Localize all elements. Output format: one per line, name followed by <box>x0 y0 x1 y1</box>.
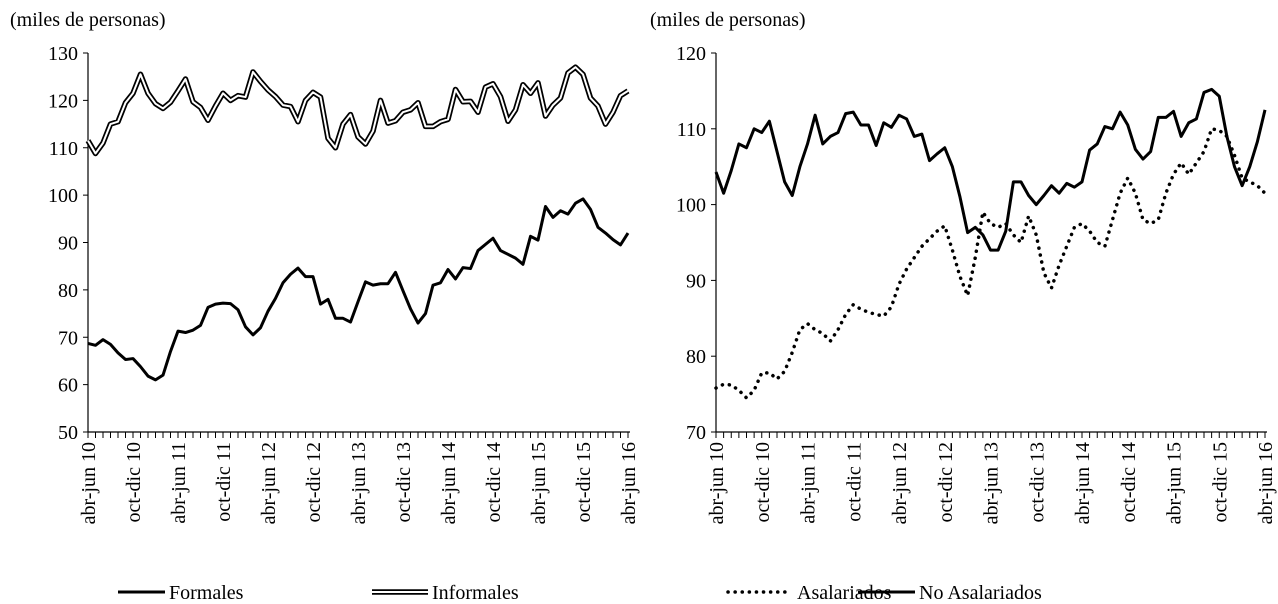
series-line <box>714 87 1267 252</box>
x-tick-label: abr-jun 12 <box>258 442 280 524</box>
y-tick-label: 80 <box>58 280 78 302</box>
legend-label: No Asalariados <box>919 582 1042 604</box>
x-tick-label: oct-dic 13 <box>393 442 415 523</box>
y-tick-label: 130 <box>48 43 78 65</box>
series-line <box>85 64 630 157</box>
x-tick-label: oct-dic 15 <box>573 442 595 523</box>
x-tick-label: abr-jun 10 <box>78 442 100 524</box>
x-tick-label: oct-dic 15 <box>1209 442 1231 523</box>
x-tick-label: abr-jun 11 <box>168 442 190 524</box>
y-tick-label: 70 <box>686 422 706 444</box>
x-tick-label: abr-jun 16 <box>618 442 640 524</box>
y-tick-label: 120 <box>676 43 706 65</box>
x-tick-label: oct-dic 14 <box>483 442 505 523</box>
series-line-inner <box>87 66 629 155</box>
y-tick-label: 50 <box>58 422 78 444</box>
y-tick-label: 100 <box>48 185 78 207</box>
y-axis-label: (miles de personas) <box>650 9 806 31</box>
y-tick-label: 70 <box>58 327 78 349</box>
y-tick-label: 110 <box>49 138 78 160</box>
x-tick-label: abr-jun 13 <box>348 442 370 524</box>
x-tick-label: abr-jun 10 <box>706 442 728 524</box>
x-tick-label: abr-jun 15 <box>528 442 550 524</box>
x-tick-label: oct-dic 12 <box>303 442 325 523</box>
x-tick-label: oct-dic 11 <box>843 442 865 522</box>
x-tick-label: oct-dic 11 <box>213 442 235 522</box>
x-tick-label: abr-jun 15 <box>1164 442 1186 524</box>
x-tick-label: oct-dic 14 <box>1118 442 1140 523</box>
y-axis-label: (miles de personas) <box>10 9 166 31</box>
x-tick-label: oct-dic 12 <box>935 442 957 523</box>
series-line <box>87 197 630 382</box>
legend-label: Informales <box>432 582 519 604</box>
y-tick-label: 60 <box>58 375 78 397</box>
y-tick-label: 100 <box>676 195 706 217</box>
x-tick-label: oct-dic 13 <box>1026 442 1048 523</box>
y-tick-label: 80 <box>686 346 706 368</box>
x-tick-label: abr-jun 11 <box>798 442 820 524</box>
legend-label: Formales <box>169 582 244 604</box>
y-tick-label: 90 <box>686 270 706 292</box>
x-tick-label: abr-jun 14 <box>1072 442 1094 524</box>
legend-label: Asalariados <box>797 582 892 604</box>
x-tick-label: abr-jun 16 <box>1255 442 1277 524</box>
x-tick-label: abr-jun 13 <box>981 442 1003 524</box>
series-line <box>714 126 1267 401</box>
y-tick-label: 120 <box>48 90 78 112</box>
x-tick-label: oct-dic 10 <box>752 442 774 523</box>
x-tick-label: oct-dic 10 <box>123 442 145 523</box>
x-tick-label: abr-jun 12 <box>889 442 911 524</box>
x-tick-label: abr-jun 14 <box>438 442 460 524</box>
y-tick-label: 110 <box>677 119 706 141</box>
y-tick-label: 90 <box>58 233 78 255</box>
